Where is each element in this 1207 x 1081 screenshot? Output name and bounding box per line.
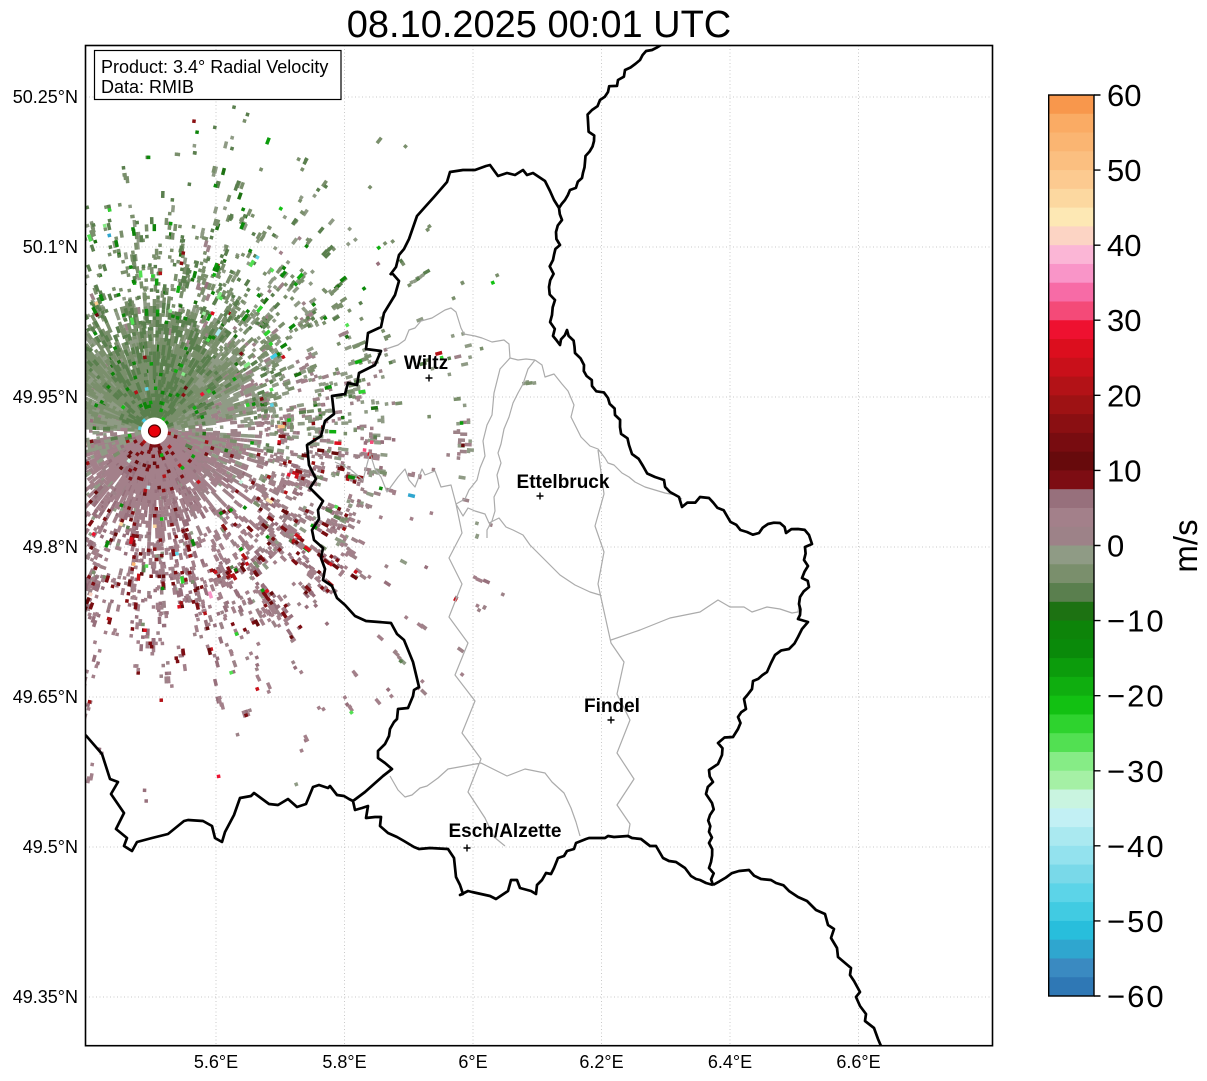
svg-text:49.8°N: 49.8°N — [23, 537, 78, 557]
svg-text:10: 10 — [1107, 453, 1141, 488]
svg-text:−10: −10 — [1107, 604, 1166, 639]
svg-text:6.2°E: 6.2°E — [579, 1052, 623, 1072]
svg-text:60: 60 — [1107, 78, 1141, 113]
svg-text:−20: −20 — [1107, 679, 1166, 714]
svg-text:49.65°N: 49.65°N — [13, 687, 78, 707]
svg-text:Data: RMIB: Data: RMIB — [101, 77, 194, 97]
svg-text:5.6°E: 5.6°E — [194, 1052, 238, 1072]
svg-text:Findel: Findel — [584, 696, 640, 717]
svg-text:6°E: 6°E — [458, 1052, 487, 1072]
svg-text:50.1°N: 50.1°N — [23, 237, 78, 257]
svg-text:08.10.2025 00:01 UTC: 08.10.2025 00:01 UTC — [347, 4, 732, 46]
svg-text:49.5°N: 49.5°N — [23, 837, 78, 857]
svg-text:Wiltz: Wiltz — [404, 353, 448, 374]
svg-text:−30: −30 — [1107, 754, 1166, 789]
svg-text:6.4°E: 6.4°E — [708, 1052, 752, 1072]
svg-text:49.35°N: 49.35°N — [13, 987, 78, 1007]
svg-text:40: 40 — [1107, 228, 1141, 263]
svg-text:Esch/Alzette: Esch/Alzette — [449, 821, 562, 842]
svg-text:m/s: m/s — [1167, 519, 1204, 572]
svg-text:Product: 3.4° Radial Velocity: Product: 3.4° Radial Velocity — [101, 57, 328, 77]
svg-text:−50: −50 — [1107, 904, 1166, 939]
svg-text:30: 30 — [1107, 303, 1141, 338]
svg-text:50.25°N: 50.25°N — [13, 87, 78, 107]
svg-text:5.8°E: 5.8°E — [322, 1052, 366, 1072]
svg-text:−60: −60 — [1107, 979, 1166, 1014]
svg-text:20: 20 — [1107, 378, 1141, 413]
svg-text:6.6°E: 6.6°E — [836, 1052, 880, 1072]
svg-text:−40: −40 — [1107, 829, 1166, 864]
svg-text:Ettelbruck: Ettelbruck — [517, 472, 610, 493]
svg-text:0: 0 — [1107, 529, 1124, 564]
svg-text:50: 50 — [1107, 153, 1141, 188]
svg-text:49.95°N: 49.95°N — [13, 387, 78, 407]
